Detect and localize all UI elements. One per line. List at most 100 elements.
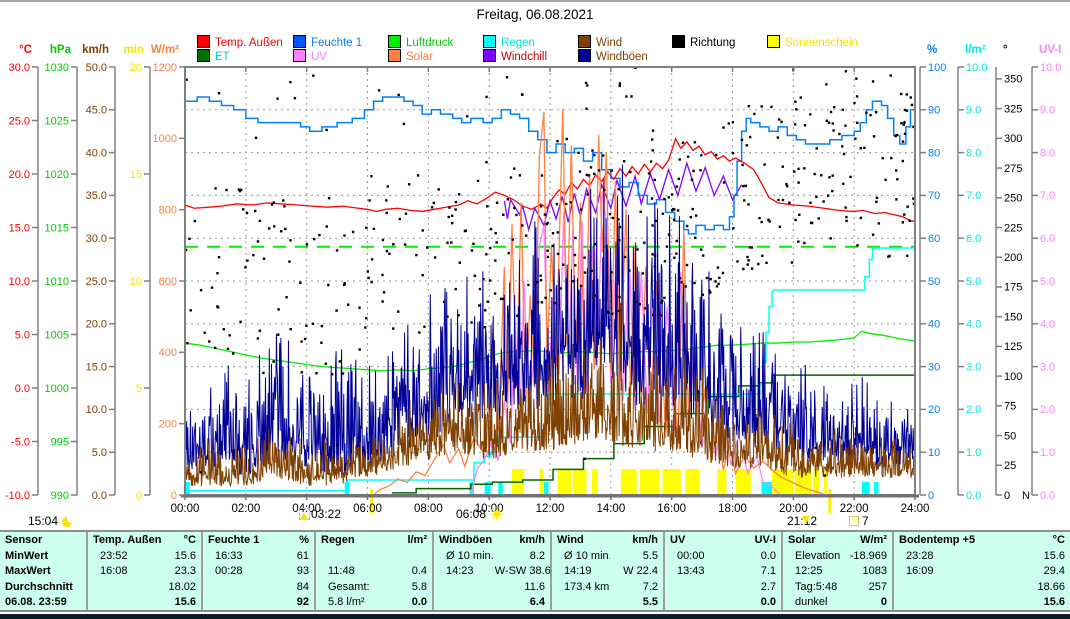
axis-Wm2: W/m² 1200 1000 800 600 400 200 0	[151, 44, 186, 502]
cell-time: 173.4 km	[564, 580, 610, 593]
svg-text:8.0: 8.0	[966, 147, 981, 159]
svg-text:50.0: 50.0	[86, 62, 107, 74]
stats-row: 13:43 7.1	[670, 564, 776, 580]
legend-item-richtung: Richtung	[672, 35, 736, 49]
svg-text:N: N	[1022, 490, 1030, 502]
svg-text:175: 175	[1004, 282, 1022, 294]
stats-row: Gesamt: 5.8	[321, 580, 427, 596]
cell-value: 15.6	[1043, 549, 1065, 562]
svg-text:60: 60	[928, 233, 940, 245]
row-label: MaxWert	[5, 565, 51, 577]
stats-header-row: UV UV-I	[670, 533, 776, 549]
svg-text:22:00: 22:00	[840, 503, 869, 515]
svg-text:300: 300	[1004, 133, 1022, 145]
svg-text:06:00: 06:00	[353, 503, 382, 515]
cell-value: 0.4	[411, 565, 427, 577]
column-title: Solar	[788, 534, 816, 546]
svg-text:4.0: 4.0	[1040, 319, 1055, 331]
cell-value: 8.2	[529, 549, 545, 562]
svg-text:100: 100	[928, 62, 946, 74]
svg-text:20: 20	[928, 404, 940, 416]
stats-header-row: Wind km/h	[557, 533, 658, 549]
svg-text:15: 15	[130, 169, 142, 181]
svg-text:%: %	[927, 44, 937, 56]
cell-value: 7.2	[642, 580, 658, 593]
svg-text:0.0: 0.0	[15, 383, 30, 395]
cell-time	[439, 580, 495, 596]
axis-uv: UV-I 10.0 9.0 8.0 7.0 6.0 5.0 4.0 3.0 2.0 1.0 0.0	[1031, 44, 1061, 502]
svg-text:10.0: 10.0	[1040, 62, 1061, 74]
svg-text:1000: 1000	[45, 383, 69, 395]
stats-row: 14:19 W 22.4	[557, 564, 658, 580]
svg-text:995: 995	[51, 436, 69, 448]
stats-row: 15.6	[899, 595, 1065, 611]
row-label: 06.08. 23:59	[5, 596, 67, 608]
svg-text:20.0: 20.0	[86, 319, 107, 331]
series-feuchte-1	[185, 96, 915, 235]
svg-text:1000: 1000	[153, 133, 177, 145]
svg-text:0.0: 0.0	[966, 490, 981, 502]
svg-text:0: 0	[171, 490, 177, 502]
stats-row: 15.6	[93, 595, 196, 611]
legend-swatch	[578, 35, 591, 48]
cell-time: 14:19	[564, 565, 592, 577]
cell-value: 5.8	[411, 580, 427, 593]
legend-swatch	[293, 49, 306, 62]
svg-text:20.0: 20.0	[9, 169, 30, 181]
axis-lm2: l/m² 10.0 9.0 8.0 7.0 6.0 5.0 4.0 3.0 2.0 1.0 0.0	[957, 44, 987, 502]
svg-text:10.0: 10.0	[966, 62, 987, 74]
row-label: MinWert	[5, 549, 49, 562]
svg-text:1020: 1020	[45, 169, 69, 181]
stats-row: 18.02	[93, 580, 196, 596]
svg-text:10.0: 10.0	[86, 404, 107, 416]
stats-row: 16:09 29.4	[899, 564, 1065, 580]
cell-value: 6.4	[529, 596, 545, 608]
svg-text:10: 10	[928, 447, 940, 459]
stats-column-wind: Wind km/h Ø 10 min. 5.5 14:19 W 22.4 173.4 km 7…	[552, 532, 665, 610]
svg-text:90: 90	[928, 105, 940, 117]
cell-value: 0.0	[760, 596, 776, 608]
page-title: Freitag, 06.08.2021	[476, 7, 594, 22]
svg-text:275: 275	[1004, 163, 1022, 175]
cell-value: 0	[880, 596, 887, 608]
svg-text:1.0: 1.0	[966, 447, 981, 459]
legend-label: UV	[311, 51, 327, 63]
column-unit: l/m²	[407, 534, 427, 546]
legend-swatch	[483, 35, 496, 48]
column-title: Regen	[321, 534, 355, 546]
svg-text:350: 350	[1004, 74, 1022, 86]
stats-header-row: Solar W/m²	[788, 533, 887, 549]
moon-time-marker: 15:04	[28, 514, 76, 528]
svg-text:600: 600	[159, 276, 177, 288]
legend-label: Richtung	[690, 37, 736, 49]
column-unit: %	[299, 534, 309, 546]
stats-row: 6.4	[439, 595, 545, 611]
cell-time: 5.8 l/m²	[328, 596, 365, 608]
sunset-marker: 21:12	[787, 514, 1070, 528]
svg-text:3.0: 3.0	[966, 361, 981, 373]
stats-column-regen: Regen l/m² 11:48 0.4 Gesamt: 5.8 5.8 l/m² 0.0	[316, 532, 434, 610]
axis-kmh: km/h 50.0 45.0 40.0 35.0 30.0 25.0 20.0 15.0 10.0…	[82, 44, 116, 502]
svg-text:18:00: 18:00	[718, 503, 747, 515]
svg-text:02:00: 02:00	[231, 503, 260, 515]
legend-item-temp-au-en: Temp. Außen	[197, 35, 283, 49]
svg-text:min: min	[124, 44, 144, 56]
cell-time: Elevation	[795, 549, 841, 562]
legend-item-luftdruck: Luftdruck	[388, 35, 453, 49]
stats-column-sensor: Sensor MinWert MaxWert Durchschnitt 06.08. 2…	[0, 532, 88, 610]
column-unit: km/h	[519, 534, 545, 546]
svg-text:35.0: 35.0	[86, 190, 107, 202]
cell-time: 00:00	[677, 549, 705, 562]
cell-time	[899, 580, 982, 596]
svg-text:°: °	[1003, 44, 1008, 56]
stats-header-row: Bodentemp +5 °C	[899, 533, 1065, 549]
svg-text:5.0: 5.0	[966, 276, 981, 288]
cell-value: 84	[296, 580, 309, 593]
svg-text:75: 75	[1004, 401, 1016, 413]
svg-text:15.0: 15.0	[86, 361, 107, 373]
sunrise-sunset-ticks	[370, 489, 832, 513]
stats-row: 2.7	[670, 580, 776, 596]
svg-text:9.0: 9.0	[1040, 105, 1055, 117]
stats-row: Ø 10 min. 8.2	[439, 549, 545, 565]
legend-swatch	[672, 35, 685, 48]
